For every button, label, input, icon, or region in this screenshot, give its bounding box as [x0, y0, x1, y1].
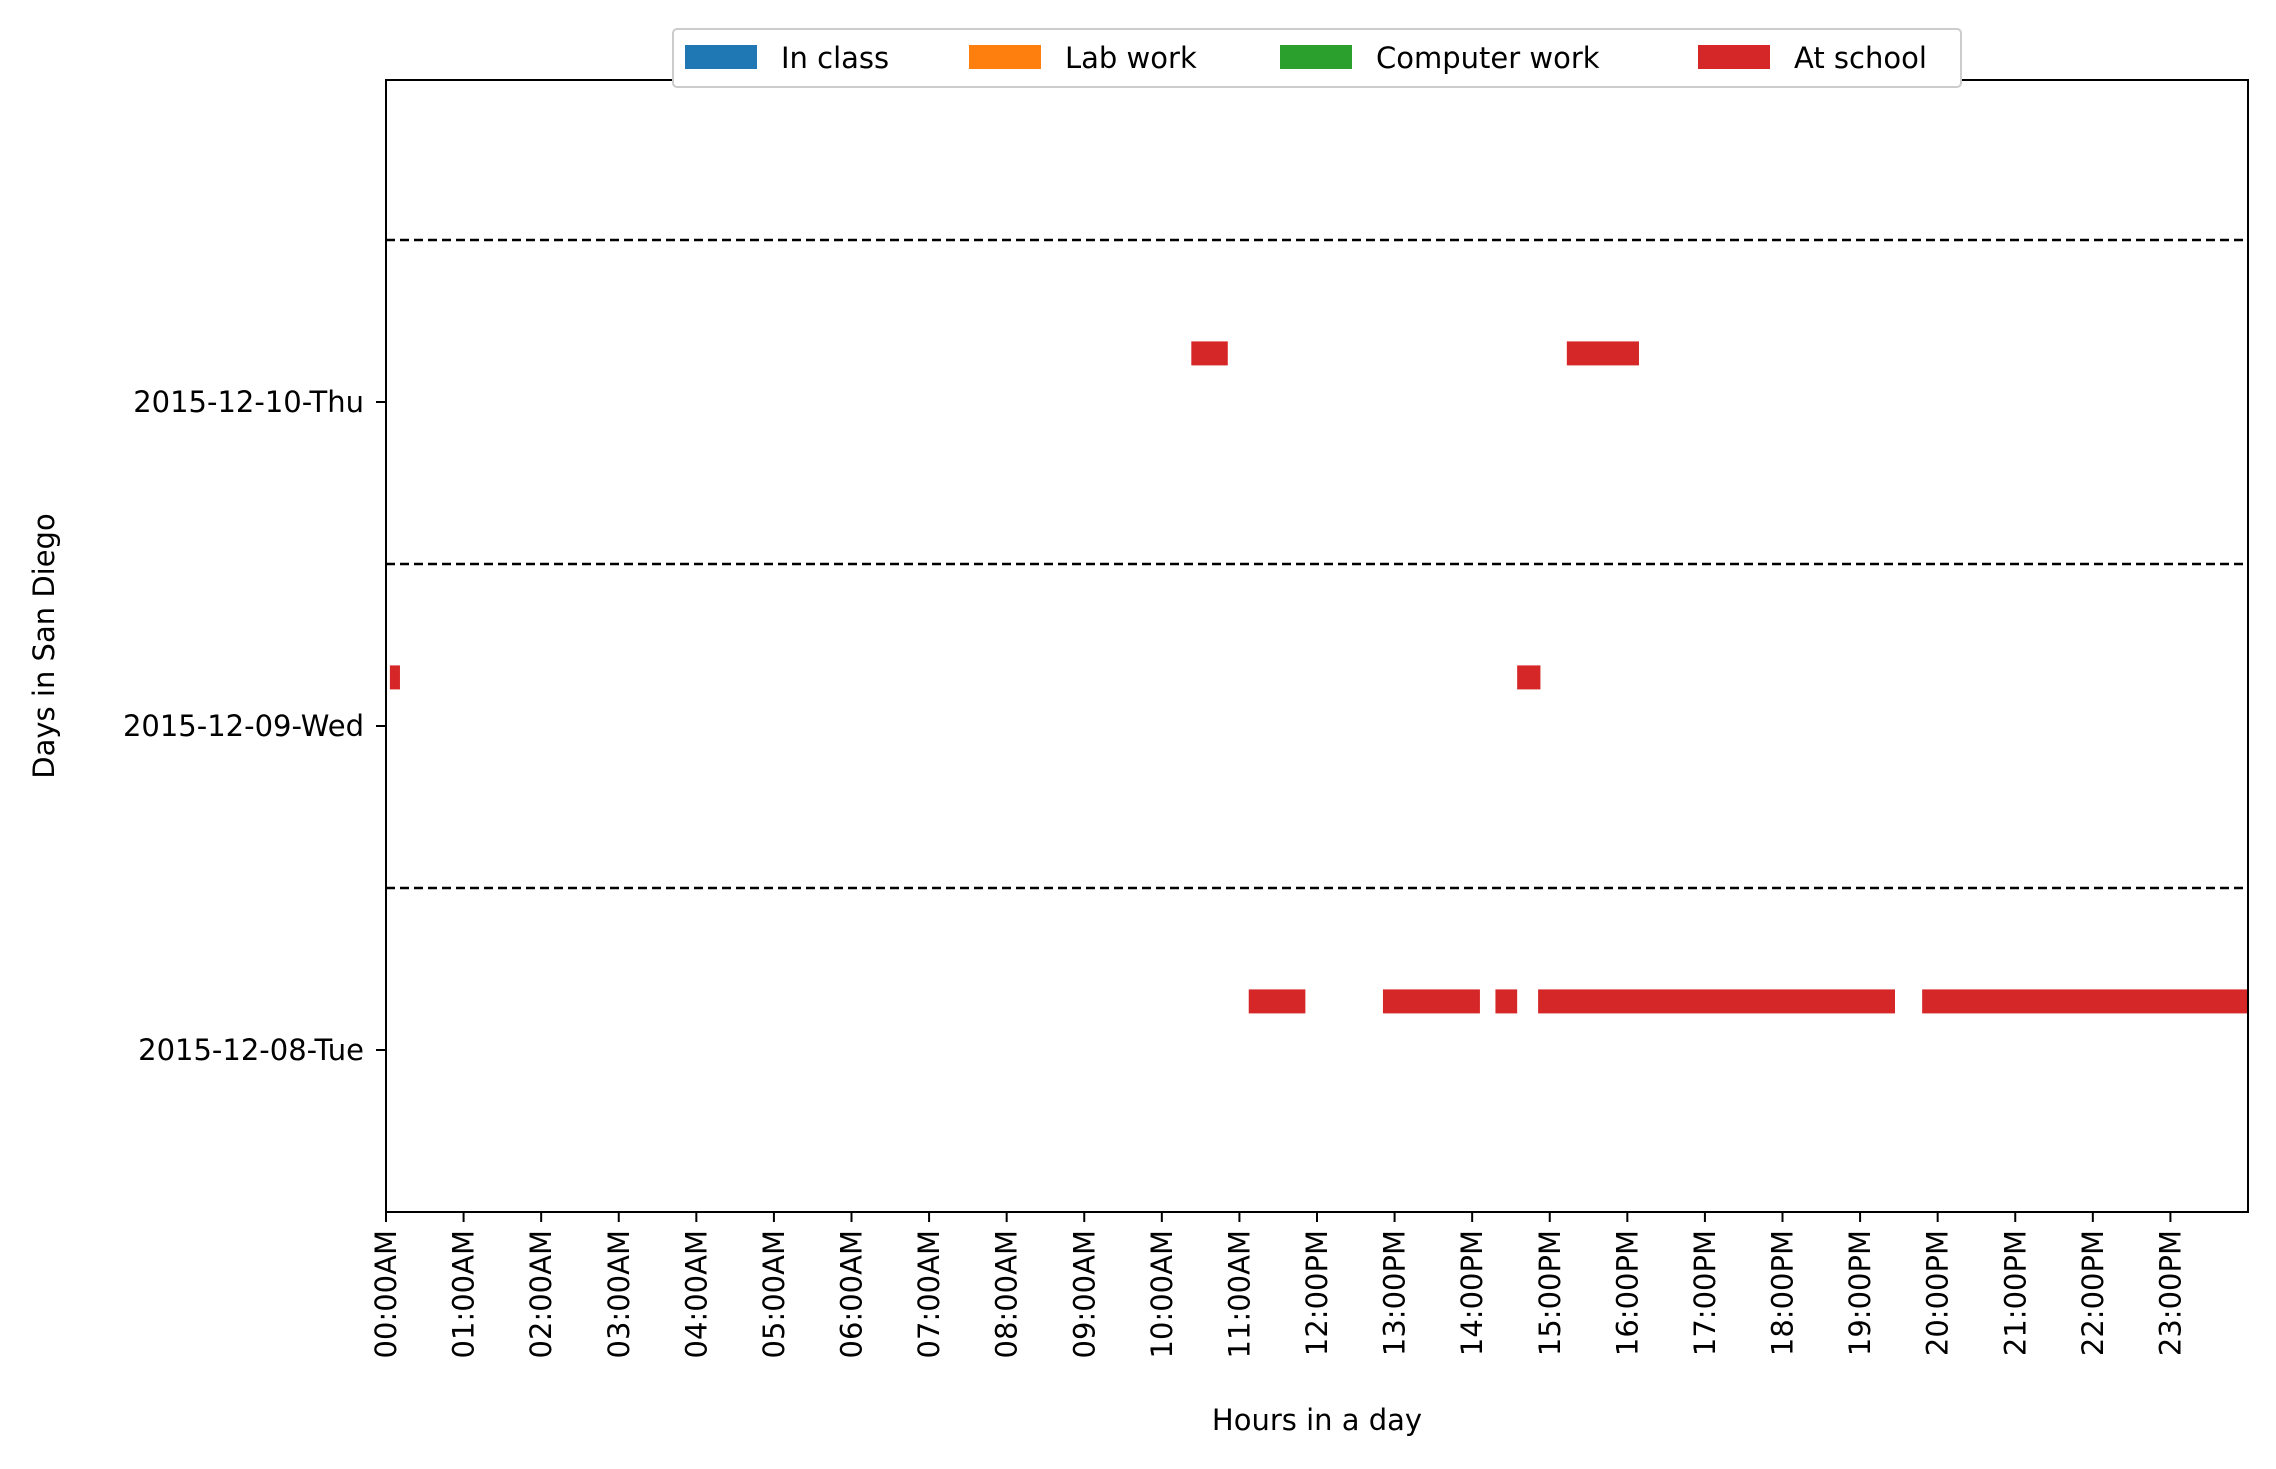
x-tick-label: 11:00AM — [1222, 1230, 1256, 1358]
time-bar — [1922, 989, 2248, 1014]
x-tick-label: 20:00PM — [1921, 1230, 1955, 1356]
x-tick-label: 08:00AM — [990, 1230, 1024, 1358]
time-bar — [1382, 989, 1480, 1014]
x-tick-label: 12:00PM — [1300, 1230, 1334, 1356]
x-tick-label: 17:00PM — [1688, 1230, 1722, 1356]
legend-swatch — [1280, 45, 1352, 69]
time-bar — [1538, 989, 1895, 1014]
x-tick-label: 01:00AM — [447, 1230, 481, 1358]
time-bar — [389, 665, 400, 690]
time-bar — [1495, 989, 1518, 1014]
legend-swatch — [969, 45, 1041, 69]
y-axis: 2015-12-08-Tue 2015-12-09-Wed 2015-12-10-T… — [123, 385, 386, 1067]
legend-label: Lab work — [1065, 41, 1197, 75]
time-bar — [1566, 341, 1639, 366]
x-tick-label: 07:00AM — [912, 1230, 946, 1358]
bars-layer — [389, 341, 2248, 1014]
legend: In class Lab work Computer work At school — [672, 28, 1962, 88]
day-separators — [386, 238, 2248, 890]
x-tick-label: 18:00PM — [1766, 1230, 1800, 1356]
x-tick-label: 15:00PM — [1533, 1230, 1567, 1356]
x-tick-label: 13:00PM — [1378, 1230, 1412, 1356]
legend-swatch — [1698, 45, 1770, 69]
y-tick-label: 2015-12-08-Tue — [138, 1033, 364, 1067]
x-tick-label: 21:00PM — [1998, 1230, 2032, 1356]
legend-label: At school — [1794, 41, 1927, 75]
x-axis: 00:00AM 01:00AM 02:00AM 03:00AM 04:00AM 05:00… — [369, 1212, 2187, 1358]
time-bar — [1248, 989, 1306, 1014]
x-tick-label: 03:00AM — [602, 1230, 636, 1358]
x-tick-label: 16:00PM — [1610, 1230, 1644, 1356]
x-tick-label: 00:00AM — [369, 1230, 403, 1358]
x-tick-label: 06:00AM — [835, 1230, 869, 1358]
x-tick-label: 14:00PM — [1455, 1230, 1489, 1356]
y-axis-label: Days in San Diego — [27, 513, 61, 778]
x-tick-label: 22:00PM — [2076, 1230, 2110, 1356]
x-tick-label: 05:00AM — [757, 1230, 791, 1358]
legend-swatch — [685, 45, 757, 69]
y-tick-label: 2015-12-09-Wed — [123, 709, 364, 743]
x-tick-label: 19:00PM — [1843, 1230, 1877, 1356]
legend-label: Computer work — [1376, 41, 1600, 75]
y-tick-label: 2015-12-10-Thu — [133, 385, 364, 419]
time-bar — [1517, 665, 1541, 690]
x-tick-label: 02:00AM — [524, 1230, 558, 1358]
x-tick-label: 09:00AM — [1067, 1230, 1101, 1358]
legend-label: In class — [781, 41, 889, 75]
x-tick-label: 23:00PM — [2153, 1230, 2187, 1356]
x-tick-label: 04:00AM — [679, 1230, 713, 1358]
time-bar — [1191, 341, 1228, 366]
x-axis-label: Hours in a day — [1212, 1403, 1422, 1437]
x-tick-label: 10:00AM — [1145, 1230, 1179, 1358]
